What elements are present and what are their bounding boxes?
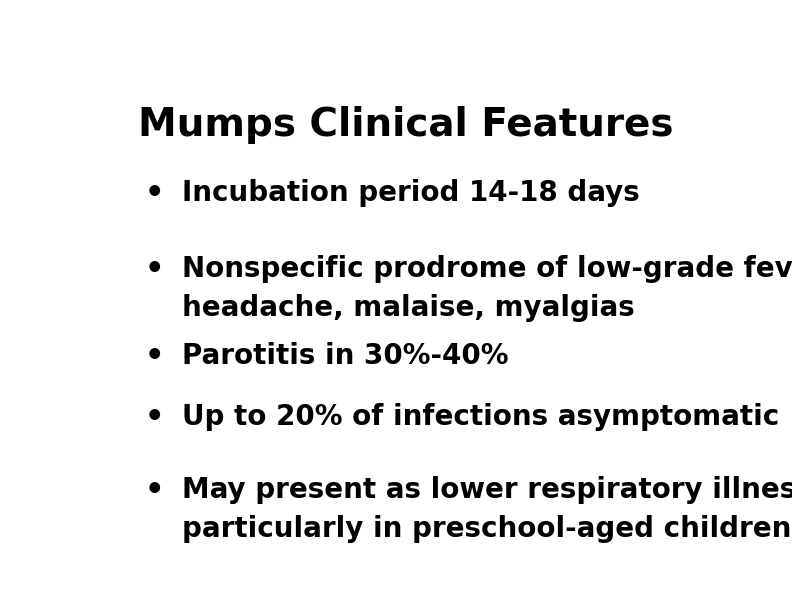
- Text: Incubation period 14-18 days: Incubation period 14-18 days: [182, 179, 640, 207]
- Text: Nonspecific prodrome of low-grade fever,: Nonspecific prodrome of low-grade fever,: [182, 255, 792, 283]
- Text: •: •: [144, 255, 164, 284]
- Text: May present as lower respiratory illness,: May present as lower respiratory illness…: [182, 476, 792, 504]
- Text: •: •: [144, 476, 164, 506]
- Text: Parotitis in 30%-40%: Parotitis in 30%-40%: [182, 342, 508, 370]
- Text: Mumps Clinical Features: Mumps Clinical Features: [138, 106, 674, 144]
- Text: particularly in preschool-aged children: particularly in preschool-aged children: [182, 515, 791, 543]
- Text: •: •: [144, 179, 164, 209]
- Text: •: •: [144, 342, 164, 371]
- Text: Up to 20% of infections asymptomatic: Up to 20% of infections asymptomatic: [182, 403, 779, 431]
- Text: headache, malaise, myalgias: headache, malaise, myalgias: [182, 294, 634, 321]
- Text: •: •: [144, 403, 164, 432]
